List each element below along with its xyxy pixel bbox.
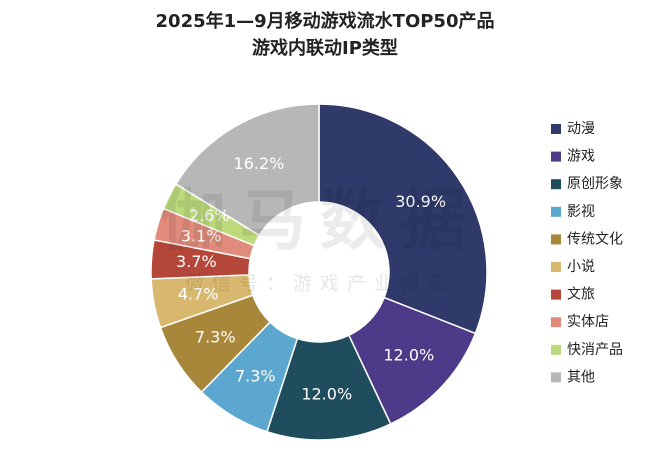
legend-label: 原创形象 <box>567 176 623 192</box>
chart-subtitle: 游戏内联动IP类型 <box>252 37 398 59</box>
legend-label: 实体店 <box>567 314 609 330</box>
legend-label: 影视 <box>567 204 595 220</box>
legend-label: 文旅 <box>567 287 595 303</box>
legend-label: 快消产品 <box>567 342 623 358</box>
value-label: 4.7% <box>178 285 219 304</box>
legend-label: 动漫 <box>567 121 595 137</box>
legend-swatch <box>551 124 561 134</box>
value-labels: 30.9% 12.0% 12.0% 7.3% 7.3% 4.7% 3.7% 3.1%2.6% 1… <box>176 154 446 403</box>
chart-title: 2025年1—9月移动游戏流水TOP50产品 <box>156 10 495 32</box>
value-label: 30.9% <box>395 192 446 211</box>
legend-swatch <box>551 234 561 245</box>
legend-label: 游戏 <box>567 149 595 165</box>
legend-swatch <box>551 262 561 272</box>
donut-slice <box>174 103 320 237</box>
value-label: 3.7% <box>176 252 217 271</box>
value-label: 7.3% <box>235 367 276 386</box>
legend-label: 小说 <box>567 259 595 275</box>
legend-label: 传统文化 <box>567 231 623 247</box>
legend-swatch <box>551 289 561 300</box>
legend-swatch <box>551 206 561 217</box>
value-label: 2.6% <box>189 206 230 225</box>
legend-swatch <box>551 317 561 328</box>
legend-swatch <box>551 344 561 355</box>
donut <box>150 103 488 441</box>
legend-swatch <box>551 179 561 190</box>
legend-label: 其他 <box>567 369 595 385</box>
value-label: 12.0% <box>301 384 352 403</box>
value-label: 12.0% <box>383 346 434 365</box>
donut-slice <box>318 103 488 335</box>
value-label: 16.2% <box>234 154 285 173</box>
watermark-subtitle: 微信号：游戏产业报告 <box>185 273 455 295</box>
value-label: 3.1% <box>181 226 222 245</box>
value-label: 7.3% <box>195 328 236 347</box>
watermark: 伽马数据 <box>160 182 480 259</box>
legend-swatch <box>551 372 561 383</box>
legend-swatch <box>551 151 561 162</box>
